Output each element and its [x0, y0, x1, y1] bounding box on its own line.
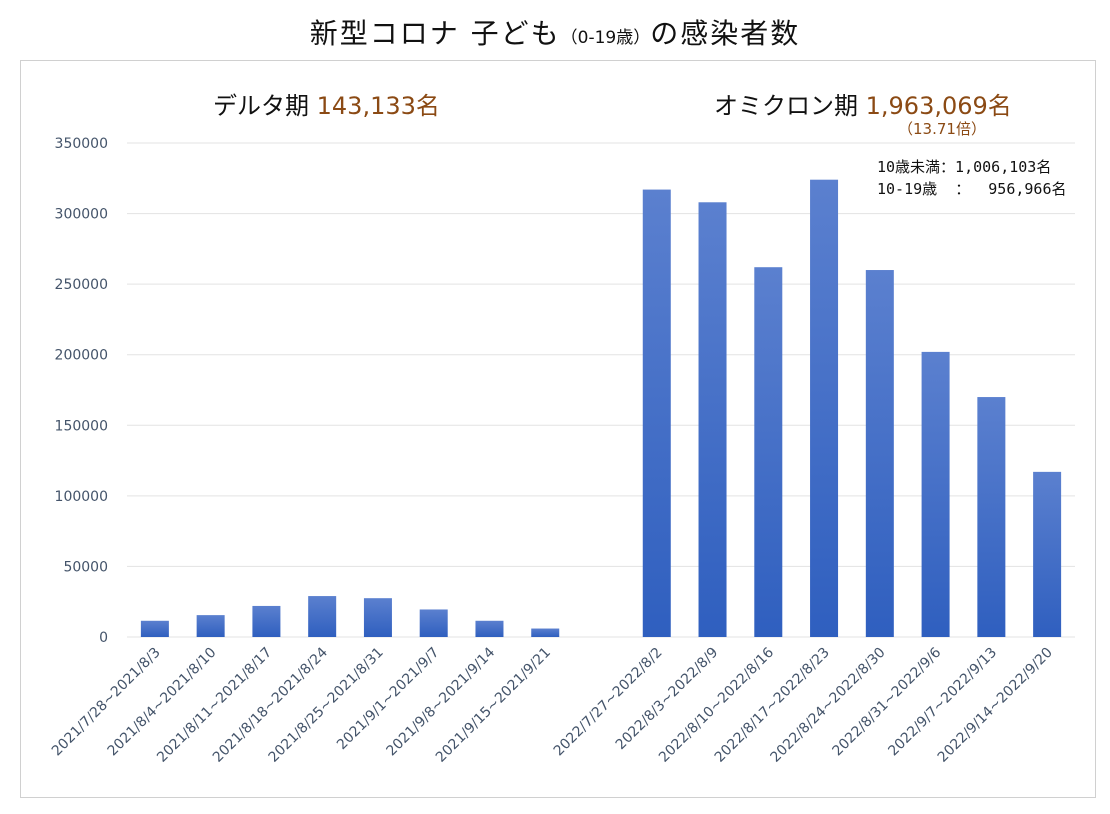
chart-title-tail: の感染者数	[650, 17, 801, 50]
x-tick-label: 2022/7/27~2022/8/2	[551, 645, 666, 760]
x-tick-label: 2022/9/14~2022/9/20	[935, 645, 1056, 766]
x-tick-label: 2022/8/31~2022/9/6	[830, 644, 945, 759]
omicron-label: オミクロン期	[714, 92, 866, 120]
omicron-ratio: （13.71倍）	[898, 120, 986, 138]
bar	[196, 615, 225, 637]
bar	[921, 351, 950, 637]
bar	[419, 609, 448, 637]
bar	[531, 628, 560, 637]
x-tick-label: 2021/9/8~2021/9/14	[383, 644, 498, 759]
y-tick-label: 350000	[55, 136, 108, 152]
delta-label: デルタ期	[213, 92, 317, 120]
y-tick-label: 150000	[55, 418, 108, 434]
y-tick-label: 100000	[55, 489, 108, 505]
x-tick-label: 2021/8/4~2021/8/10	[105, 645, 220, 760]
gridlines	[127, 142, 1075, 638]
y-tick-label: 50000	[63, 559, 108, 575]
x-tick-label: 2021/8/11~2021/8/17	[154, 645, 275, 766]
under10-line: 10歳未満：1,006,103名	[877, 158, 1052, 176]
x-tick-label: 2022/8/10~2022/8/16	[656, 644, 777, 765]
y-tick-label: 250000	[55, 277, 108, 293]
omicron-period-label: オミクロン期 1,963,069名	[714, 86, 1012, 121]
x-tick-label: 2022/8/24~2022/8/30	[768, 645, 889, 766]
bar	[475, 620, 504, 637]
bar	[308, 596, 337, 637]
bar	[810, 179, 839, 637]
x-tick-label: 2022/8/3~2022/8/9	[613, 645, 722, 754]
x-tick-label: 2021/9/1~2021/9/7	[334, 645, 443, 754]
x-tick-label: 2021/8/25~2021/8/31	[266, 645, 387, 766]
x-axis: 2021/7/28~2021/8/32021/8/4~2021/8/102021…	[49, 644, 1056, 765]
age-breakdown: 10歳未満：1,006,103名 10-19歳 ： 956,966名	[877, 156, 1067, 200]
bar	[865, 270, 894, 637]
bar	[252, 605, 281, 637]
bar	[977, 397, 1006, 637]
omicron-total: 1,963,069名	[865, 92, 1012, 120]
bar	[363, 598, 392, 637]
y-tick-label: 0	[99, 630, 108, 646]
x-tick-label: 2021/9/15~2021/9/21	[433, 645, 554, 766]
chart-title: 新型コロナ 子ども（0-19歳）の感染者数	[0, 12, 1110, 52]
bar	[1033, 471, 1062, 637]
x-tick-label: 2021/7/28~2021/8/3	[49, 645, 164, 760]
bar	[140, 620, 169, 637]
x-tick-label: 2021/8/18~2021/8/24	[210, 644, 331, 765]
chart-title-main: 新型コロナ 子ども	[309, 17, 561, 50]
x-tick-label: 2022/8/17~2022/8/23	[712, 645, 833, 766]
bars	[140, 179, 1062, 637]
bar	[642, 189, 671, 637]
y-tick-label: 200000	[55, 348, 108, 364]
bar	[754, 267, 783, 637]
delta-period-label: デルタ期 143,133名	[213, 86, 440, 121]
delta-total: 143,133名	[316, 92, 440, 120]
chart-frame	[20, 60, 1096, 798]
age10-19-line: 10-19歳 ： 956,966名	[877, 180, 1067, 198]
chart-title-age-range: （0-19歳）	[560, 28, 651, 48]
bar	[698, 202, 727, 637]
y-tick-label: 300000	[55, 207, 108, 223]
y-axis: 0 50000 100000 150000 200000 250000 300000 3500…	[55, 136, 108, 646]
x-tick-label: 2022/9/7~2022/9/13	[885, 645, 1000, 760]
